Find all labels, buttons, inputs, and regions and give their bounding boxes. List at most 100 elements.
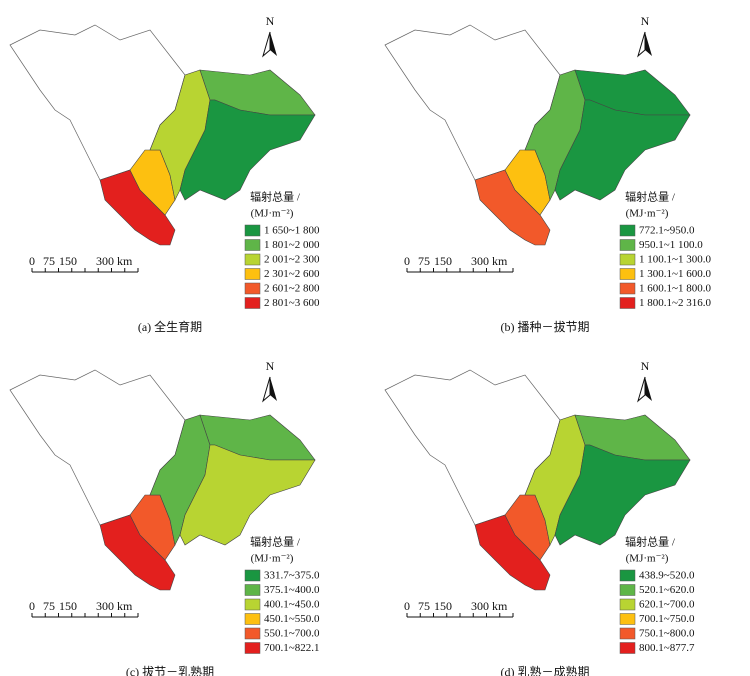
legend-label: 950.1~1 100.0: [639, 239, 703, 251]
legend-swatch: [244, 642, 261, 654]
legend-title: 辐射总量 /: [625, 190, 676, 204]
legend-swatch: [619, 584, 636, 596]
legend-label: 450.1~550.0: [264, 613, 320, 625]
north-arrow: [637, 31, 646, 58]
legend-swatch: [619, 613, 636, 625]
legend-swatch: [619, 224, 636, 237]
legend-label: 1 300.1~1 600.0: [639, 268, 711, 280]
legend-swatch: [244, 268, 261, 280]
legend-swatch: [619, 268, 636, 280]
scale-label: 75: [418, 599, 430, 613]
north-arrow: [270, 377, 277, 401]
legend-label: 2 301~2 600: [264, 268, 320, 280]
region: [179, 99, 316, 201]
legend-label: 1 650~1 800: [264, 225, 320, 237]
scale-label: 0: [404, 599, 410, 613]
legend-label: 375.1~400.0: [264, 584, 320, 596]
legend-swatch: [244, 613, 261, 625]
legend-swatch: [619, 598, 636, 611]
legend-label: 520.1~620.0: [639, 584, 695, 596]
legend-title: 辐射总量 /: [625, 535, 676, 549]
north-label: N: [641, 359, 650, 373]
legend-title: 辐射总量 /: [250, 190, 301, 204]
legend-label: 700.1~822.1: [264, 642, 319, 654]
legend: 辐射总量 / (MJ·m⁻²) 772.1~950.0 950.1~1 100.0 1 …: [619, 190, 711, 309]
legend-label: 1 800.1~2 316.0: [639, 297, 711, 309]
map-panel: N 0 75 150 300 km 辐射总量 / (MJ·m⁻²) 438.9~520.0 52…: [384, 359, 695, 676]
legend-unit: (MJ·m⁻²): [626, 553, 669, 565]
legend-label: 400.1~450.0: [264, 599, 320, 611]
legend-label: 331.7~375.0: [264, 570, 320, 582]
north-label: N: [641, 14, 650, 28]
legend-label: 620.1~700.0: [639, 599, 695, 611]
legend-swatch: [619, 297, 636, 309]
north-label: N: [266, 359, 275, 373]
legend-swatch: [244, 569, 261, 582]
legend-label: 1 801~2 000: [264, 239, 320, 251]
legend: 辐射总量 / (MJ·m⁻²) 1 650~1 800 1 801~2 000 2 00…: [244, 190, 320, 309]
caption: (b) 播种－拔节期: [501, 319, 590, 334]
scale-label: 150: [434, 254, 452, 268]
legend-swatch: [619, 253, 636, 266]
north-arrow: [637, 376, 646, 403]
legend: 辐射总量 / (MJ·m⁻²) 438.9~520.0 520.1~620.0 620.…: [619, 535, 695, 654]
north-arrow: [645, 32, 652, 56]
legend-label: 700.1~750.0: [639, 613, 695, 625]
map-panel: N 0 75 150 300 km 辐射总量 / (MJ·m⁻²) 772.1~950.0 95…: [384, 14, 711, 334]
legend-label: 550.1~700.0: [264, 628, 320, 640]
scale-label: 0: [29, 254, 35, 268]
legend-unit: (MJ·m⁻²): [251, 553, 294, 565]
legend-label: 438.9~520.0: [639, 570, 695, 582]
legend-title: 辐射总量 /: [250, 535, 301, 549]
legend-label: 2 601~2 800: [264, 283, 320, 295]
scale-label: 0: [29, 599, 35, 613]
legend-unit: (MJ·m⁻²): [251, 208, 294, 220]
legend-swatch: [244, 224, 261, 237]
scale-label: 300 km: [96, 254, 133, 268]
scale-label: 300 km: [471, 599, 508, 613]
scale-label: 300 km: [96, 599, 133, 613]
region: [179, 444, 316, 546]
legend-label: 1 100.1~1 300.0: [639, 254, 711, 266]
north-arrow: [262, 376, 271, 403]
legend-label: 2 001~2 300: [264, 254, 320, 266]
legend: 辐射总量 / (MJ·m⁻²) 331.7~375.0 375.1~400.0 400.…: [244, 535, 320, 654]
map-panel: N 0 75 150 300 km 辐射总量 / (MJ·m⁻²) 1 650~1 800 1 …: [9, 14, 320, 334]
legend-swatch: [619, 239, 636, 251]
scale-label: 150: [59, 599, 77, 613]
legend-swatch: [244, 627, 261, 640]
legend-label: 1 600.1~1 800.0: [639, 283, 711, 295]
legend-label: 800.1~877.7: [639, 642, 695, 654]
legend-swatch: [244, 282, 261, 295]
legend-swatch: [244, 239, 261, 251]
scale-label: 0: [404, 254, 410, 268]
legend-swatch: [619, 282, 636, 295]
north-arrow: [270, 32, 277, 56]
region: [554, 444, 691, 546]
scale-label: 300 km: [471, 254, 508, 268]
map-panel: N 0 75 150 300 km 辐射总量 / (MJ·m⁻²) 331.7~375.0 37…: [9, 359, 320, 676]
legend-label: 2 801~3 600: [264, 297, 320, 309]
caption: (d) 乳熟－成熟期: [501, 664, 590, 676]
legend-swatch: [619, 569, 636, 582]
legend-label: 772.1~950.0: [639, 225, 695, 237]
north-arrow: [262, 31, 271, 58]
legend-swatch: [244, 584, 261, 596]
north-arrow: [645, 377, 652, 401]
scale-label: 75: [43, 254, 55, 268]
north-label: N: [266, 14, 275, 28]
legend-swatch: [244, 253, 261, 266]
region: [554, 99, 691, 201]
scale-label: 75: [418, 254, 430, 268]
legend-swatch: [619, 642, 636, 654]
caption: (c) 拔节－乳熟期: [126, 664, 214, 676]
scale-label: 150: [59, 254, 77, 268]
legend-swatch: [619, 627, 636, 640]
scale-label: 150: [434, 599, 452, 613]
legend-swatch: [244, 598, 261, 611]
scale-label: 75: [43, 599, 55, 613]
legend-swatch: [244, 297, 261, 309]
legend-unit: (MJ·m⁻²): [626, 208, 669, 220]
caption: (a) 全生育期: [138, 319, 202, 334]
